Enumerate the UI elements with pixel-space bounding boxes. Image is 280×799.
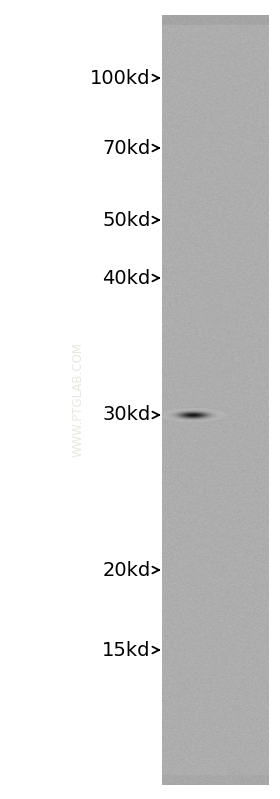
Text: 40kd: 40kd	[102, 268, 151, 288]
Text: WWW.PTGLAB.COM: WWW.PTGLAB.COM	[72, 342, 85, 457]
Text: 15kd: 15kd	[102, 641, 151, 659]
Text: 20kd: 20kd	[102, 561, 151, 579]
Text: 100kd: 100kd	[90, 69, 151, 88]
Text: 50kd: 50kd	[102, 210, 151, 229]
Text: 30kd: 30kd	[102, 406, 151, 424]
Text: 70kd: 70kd	[102, 138, 151, 157]
